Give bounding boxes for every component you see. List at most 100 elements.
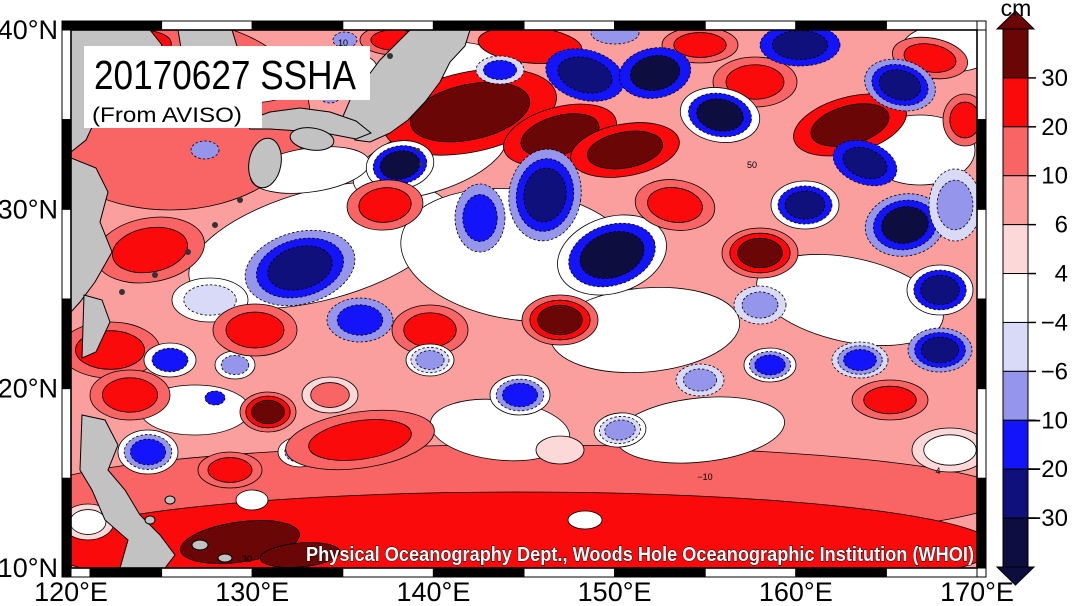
contour-blob bbox=[523, 167, 567, 223]
frame-segment-bottom bbox=[251, 567, 344, 578]
land-mass bbox=[79, 414, 176, 568]
y-axis-tick-label: 10°N bbox=[0, 553, 58, 583]
frame-segment-top bbox=[342, 20, 434, 31]
contour-blob bbox=[251, 399, 285, 425]
colorbar-up-arrow bbox=[995, 10, 1036, 30]
title-background bbox=[84, 46, 370, 100]
contour-blob bbox=[310, 382, 350, 408]
contour-blob bbox=[267, 245, 333, 291]
contour-blob bbox=[579, 231, 645, 279]
frame-segment-bottom bbox=[614, 567, 706, 578]
frame-segment-bottom bbox=[70, 567, 91, 578]
small-island-dot bbox=[387, 53, 393, 59]
contour-blob bbox=[590, 30, 640, 45]
contour-blob bbox=[358, 187, 412, 223]
frame-segment-left bbox=[61, 208, 72, 300]
frame-segment-right bbox=[976, 298, 987, 390]
land-island bbox=[248, 137, 282, 189]
frame-corner bbox=[61, 20, 72, 31]
contour-blob bbox=[336, 304, 384, 336]
x-axis-tick-label: 130°E bbox=[215, 577, 289, 606]
contour-blob bbox=[379, 150, 421, 180]
small-island-dot bbox=[119, 289, 125, 295]
colorbar-segment bbox=[1002, 517, 1029, 568]
contour-blob bbox=[183, 284, 237, 316]
contour-value-label: 30 bbox=[242, 554, 252, 564]
contour-blob bbox=[151, 347, 189, 373]
contour-blob bbox=[741, 291, 779, 319]
frame-segment-top bbox=[885, 20, 978, 31]
frame-segment-bottom bbox=[795, 567, 887, 578]
contour-value-label: −10 bbox=[697, 472, 712, 482]
land-mass bbox=[81, 294, 111, 359]
x-axis-tick-label: 140°E bbox=[396, 577, 470, 606]
contour-blob bbox=[696, 98, 744, 132]
colorbar-segment bbox=[1002, 468, 1029, 519]
colorbar-tick-label: 30 bbox=[1041, 65, 1068, 92]
contour-blob bbox=[535, 435, 585, 465]
contour-blob bbox=[863, 385, 917, 415]
plot-subtitle: (From AVISO) bbox=[92, 104, 242, 127]
small-island-dot bbox=[419, 162, 423, 166]
colorbar-tick-label: −4 bbox=[1041, 309, 1068, 336]
colorbar-tick-label: −10 bbox=[1027, 407, 1068, 434]
contour-blob bbox=[501, 382, 538, 408]
frame-segment-bottom bbox=[432, 567, 525, 578]
frame-segment-bottom bbox=[523, 567, 616, 578]
map-frame: 120°E 130°E 140°E 150°E 160°E 170°E 40°N 30°N 20… bbox=[0, 15, 1014, 606]
small-island-dot bbox=[152, 272, 158, 278]
colorbar-tick-label: 20 bbox=[1041, 114, 1068, 141]
colorbar-segment bbox=[1002, 224, 1029, 275]
contour-blob bbox=[842, 146, 888, 180]
frame-segment-bottom bbox=[885, 567, 978, 578]
credit-text: Physical Oceanography Dept., Woods Hole … bbox=[306, 544, 974, 566]
frame-segment-left bbox=[61, 388, 72, 479]
colorbar-tick-label: −6 bbox=[1041, 358, 1068, 385]
contour-blob bbox=[756, 254, 944, 346]
x-axis-tick-label: 120°E bbox=[34, 577, 108, 606]
contour-blob bbox=[920, 274, 960, 306]
colorbar-segment bbox=[1002, 175, 1029, 226]
frame-segment-top bbox=[70, 20, 163, 31]
y-axis-tick-label: 30°N bbox=[0, 194, 58, 224]
frame-corner bbox=[976, 567, 987, 578]
contour-blob bbox=[843, 349, 877, 371]
colorbar: 30 20 10 6 4 −4 −6 −10 −20 −30 bbox=[995, 10, 1068, 586]
frame-segment-right bbox=[976, 477, 987, 569]
land-island bbox=[191, 539, 209, 551]
contour-blob bbox=[71, 509, 107, 535]
contour-blob bbox=[673, 32, 727, 58]
contour-blob bbox=[225, 311, 285, 349]
contour-blob bbox=[409, 81, 531, 143]
contour-blob bbox=[604, 419, 636, 441]
contour-blob bbox=[220, 354, 250, 376]
small-island-dot bbox=[416, 148, 420, 152]
map-border bbox=[70, 29, 978, 569]
frame-corner bbox=[61, 567, 72, 578]
contour-blob bbox=[102, 377, 159, 413]
land-island bbox=[144, 515, 156, 525]
colorbar-tick-label: 6 bbox=[1055, 212, 1068, 239]
land-mass bbox=[71, 157, 113, 313]
land-island bbox=[164, 495, 176, 505]
colorbar-segment bbox=[1002, 370, 1029, 421]
frame-segment-right bbox=[976, 29, 987, 121]
subtitle-background bbox=[84, 100, 262, 128]
frame-corner bbox=[976, 20, 987, 31]
frame-segment-top bbox=[251, 20, 344, 31]
small-island-dot bbox=[185, 249, 191, 255]
colorbar-segment bbox=[1002, 321, 1029, 372]
frame-segment-top bbox=[432, 20, 525, 31]
contour-blob bbox=[235, 489, 269, 511]
contour-blob bbox=[923, 434, 977, 466]
frame-segment-right bbox=[976, 119, 987, 210]
x-axis-tick-label: 160°E bbox=[759, 577, 833, 606]
colorbar-segment bbox=[1002, 77, 1029, 128]
contour-blob bbox=[725, 64, 785, 100]
y-axis-tick-label: 40°N bbox=[0, 15, 58, 45]
contour-value-label: 50 bbox=[747, 160, 757, 170]
plot-title: 20170627 SSHA bbox=[94, 52, 357, 98]
colorbar-segment bbox=[1002, 28, 1029, 79]
contour-blob bbox=[537, 304, 583, 336]
